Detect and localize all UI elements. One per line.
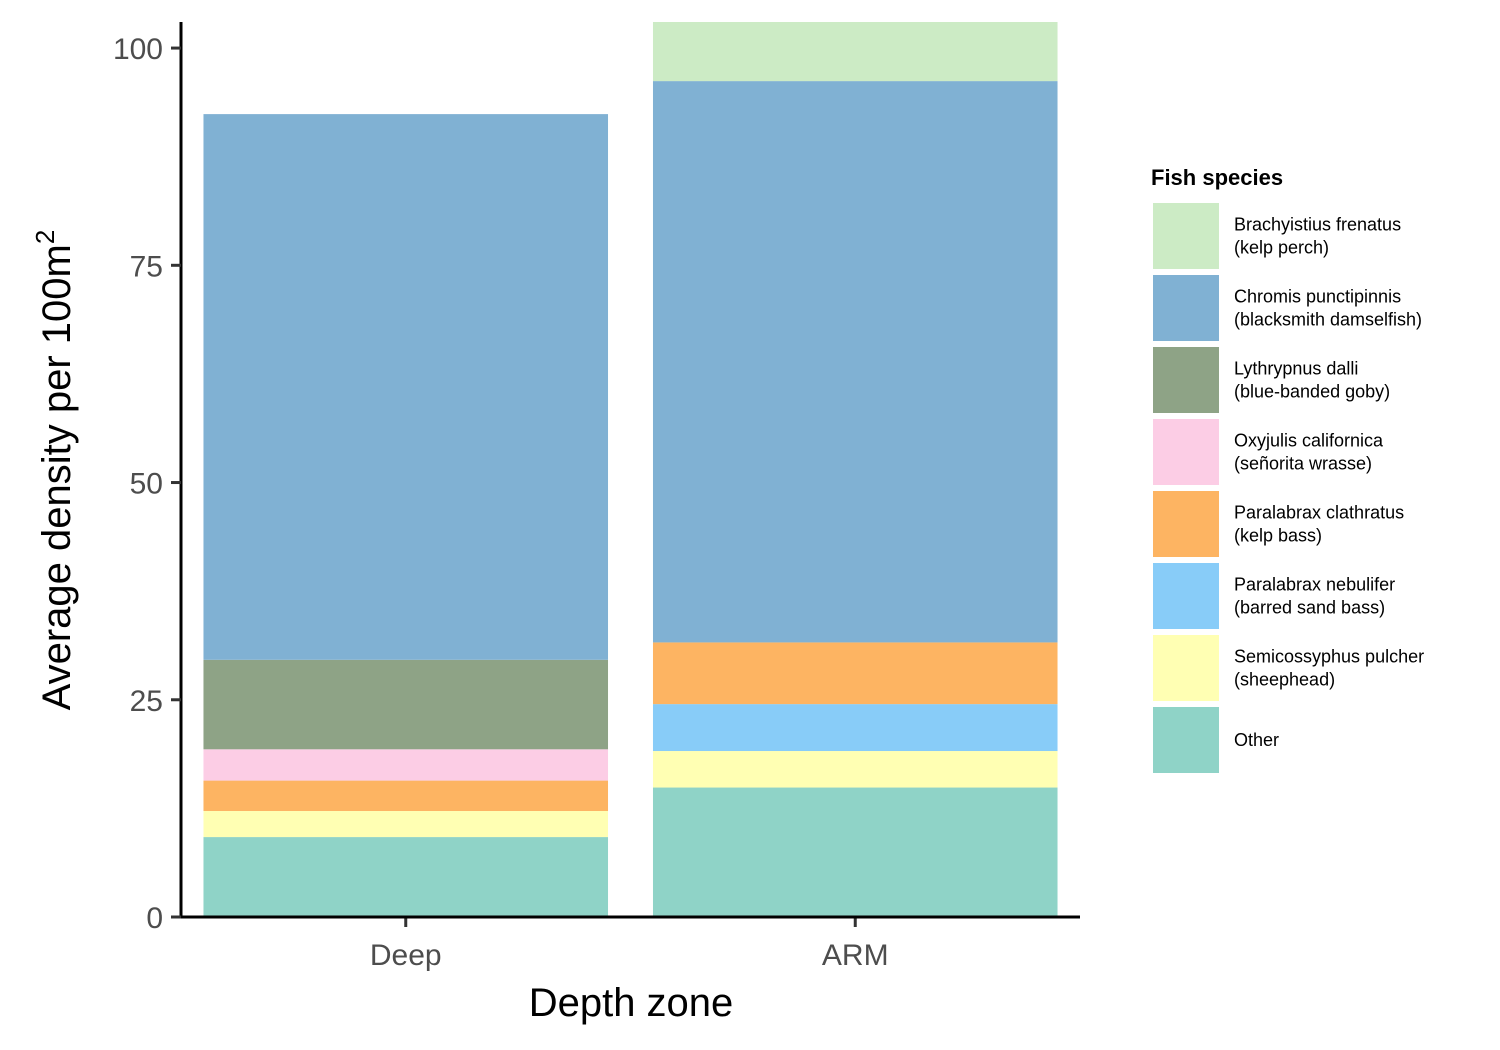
- y-tick-label-75: 75: [130, 250, 163, 283]
- legend-label-semicossyphus-pulcher-sheephead-line-1: Semicossyphus pulcher: [1234, 647, 1424, 667]
- y-axis-title: Average density per 100m2: [30, 230, 79, 711]
- legend-item-brachyistius-frenatus-kelp-perch: Brachyistius frenatus (kelp perch): [1153, 203, 1401, 269]
- x-tick-label-deep: Deep: [370, 939, 442, 972]
- bar-arm-chromis-punctipinnis-blacksmith-damselfish: [652, 81, 1058, 643]
- legend-key-brachyistius-frenatus-kelp-perch: [1153, 203, 1219, 269]
- bar-deep-oxyjulis-californica-senorita-wrasse: [203, 749, 609, 781]
- legend-label-chromis-punctipinnis-blacksmith-damselfish-line-1: Chromis punctipinnis: [1234, 287, 1401, 307]
- bar-arm-other: [652, 787, 1058, 917]
- y-tick-label-100: 100: [113, 33, 163, 66]
- bar-deep-lythrypnus-dalli-blue-banded-goby: [203, 659, 609, 750]
- legend-item-oxyjulis-californica-senorita-wrasse: Oxyjulis californica (señorita wrasse): [1153, 419, 1384, 485]
- legend-label-paralabrax-nebulifer-barred-sand-bass-line-2: (barred sand bass): [1234, 598, 1385, 618]
- legend-key-other: [1153, 707, 1219, 773]
- x-tick-label-arm: ARM: [822, 939, 889, 972]
- legend-key-chromis-punctipinnis-blacksmith-damselfish: [1153, 275, 1219, 341]
- legend-key-oxyjulis-californica-senorita-wrasse: [1153, 419, 1219, 485]
- legend-item-chromis-punctipinnis-blacksmith-damselfish: Chromis punctipinnis (blacksmith damselfi…: [1153, 275, 1422, 341]
- bar-arm-paralabrax-clathratus-kelp-bass: [652, 642, 1058, 705]
- bar-arm-paralabrax-nebulifer-barred-sand-bass: [652, 704, 1058, 752]
- y-axis-title-main: Average density per 100m: [35, 244, 79, 710]
- legend-label-paralabrax-clathratus-kelp-bass-line-1: Paralabrax clathratus: [1234, 503, 1404, 523]
- legend-key-semicossyphus-pulcher-sheephead: [1153, 635, 1219, 701]
- legend-item-other: Other: [1153, 707, 1279, 773]
- legend-key-lythrypnus-dalli-blue-banded-goby: [1153, 347, 1219, 413]
- legend-item-lythrypnus-dalli-blue-banded-goby: Lythrypnus dalli (blue-banded goby): [1153, 347, 1390, 413]
- bar-arm-brachyistius-frenatus-kelp-perch: [652, 22, 1058, 82]
- y-tick-label-50: 50: [130, 468, 163, 501]
- legend-label-paralabrax-clathratus-kelp-bass-line-2: (kelp bass): [1234, 526, 1322, 546]
- legend-label-semicossyphus-pulcher-sheephead-line-2: (sheephead): [1234, 670, 1335, 690]
- legend-label-brachyistius-frenatus-kelp-perch-line-1: Brachyistius frenatus: [1234, 215, 1401, 235]
- legend-item-semicossyphus-pulcher-sheephead: Semicossyphus pulcher (sheephead): [1153, 635, 1424, 701]
- bars-layer: [203, 22, 1058, 917]
- bar-deep-semicossyphus-pulcher-sheephead: [203, 810, 609, 838]
- x-axis-title: Depth zone: [529, 981, 734, 1025]
- legend-label-other-line-1: Other: [1234, 730, 1279, 750]
- bar-arm-semicossyphus-pulcher-sheephead: [652, 751, 1058, 788]
- bar-deep-other: [203, 837, 609, 917]
- y-tick-label-25: 25: [130, 685, 163, 718]
- legend-key-paralabrax-clathratus-kelp-bass: [1153, 491, 1219, 557]
- bar-deep-paralabrax-clathratus-kelp-bass: [203, 780, 609, 811]
- legend-label-brachyistius-frenatus-kelp-perch-line-2: (kelp perch): [1234, 238, 1329, 258]
- legend-label-lythrypnus-dalli-blue-banded-goby-line-1: Lythrypnus dalli: [1234, 359, 1358, 379]
- legend-title: Fish species: [1151, 165, 1283, 190]
- legend-label-paralabrax-nebulifer-barred-sand-bass-line-1: Paralabrax nebulifer: [1234, 575, 1395, 595]
- legend-item-paralabrax-nebulifer-barred-sand-bass: Paralabrax nebulifer (barred sand bass): [1153, 563, 1395, 629]
- legend-label-oxyjulis-californica-senorita-wrasse-line-2: (señorita wrasse): [1234, 454, 1372, 474]
- legend-label-chromis-punctipinnis-blacksmith-damselfish-line-2: (blacksmith damselfish): [1234, 310, 1422, 330]
- y-tick-label-0: 0: [146, 902, 163, 935]
- legend: Fish species Brachyistius frenatus (kelp p…: [1151, 165, 1424, 773]
- legend-label-oxyjulis-californica-senorita-wrasse-line-1: Oxyjulis californica: [1234, 431, 1384, 451]
- y-axis-title-superscript: 2: [30, 230, 60, 244]
- bar-deep-chromis-punctipinnis-blacksmith-damselfish: [203, 114, 609, 660]
- legend-label-lythrypnus-dalli-blue-banded-goby-line-2: (blue-banded goby): [1234, 382, 1390, 402]
- legend-item-paralabrax-clathratus-kelp-bass: Paralabrax clathratus (kelp bass): [1153, 491, 1404, 557]
- legend-key-paralabrax-nebulifer-barred-sand-bass: [1153, 563, 1219, 629]
- axes-layer: Deep ARM 0 25 50 75 100: [113, 22, 1080, 972]
